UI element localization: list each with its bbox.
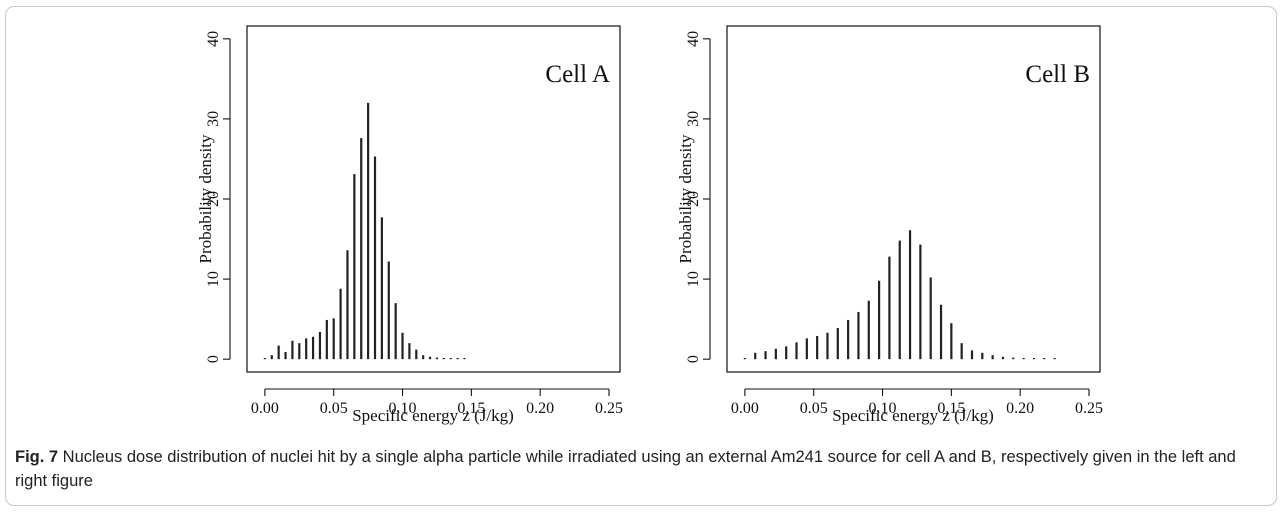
y-tick-label: 0 xyxy=(205,355,222,363)
y-tick-label: 30 xyxy=(685,111,702,127)
caption-text: Nucleus dose distribution of nuclei hit … xyxy=(15,448,1236,490)
x-axis-label: Specific energy z (J/kg) xyxy=(352,406,514,425)
x-tick-label: 0.05 xyxy=(800,400,828,417)
x-axis-label: Specific energy z (J/kg) xyxy=(832,406,994,425)
x-tick-label: 0.25 xyxy=(1075,400,1103,417)
y-axis-label: Probability density xyxy=(196,134,215,263)
x-tick-label: 0.20 xyxy=(526,400,554,417)
figure-label: Fig. 7 xyxy=(15,448,58,466)
x-tick-label: 0.00 xyxy=(731,400,759,417)
figure-caption: Fig. 7 Nucleus dose distribution of nucl… xyxy=(15,445,1265,493)
x-tick-label: 0.25 xyxy=(595,400,623,417)
x-tick-label: 0.20 xyxy=(1006,400,1034,417)
y-tick-label: 40 xyxy=(205,31,222,47)
x-tick-label: 0.00 xyxy=(251,400,279,417)
y-tick-label: 10 xyxy=(205,271,222,287)
y-axis-label: Probability density xyxy=(676,134,695,263)
y-tick-label: 40 xyxy=(685,31,702,47)
chart-annotation: Cell B xyxy=(1025,61,1090,88)
y-tick-label: 10 xyxy=(685,271,702,287)
y-tick-label: 0 xyxy=(685,355,702,363)
chart-annotation: Cell A xyxy=(545,61,610,88)
y-tick-label: 30 xyxy=(205,111,222,127)
x-tick-label: 0.05 xyxy=(320,400,348,417)
